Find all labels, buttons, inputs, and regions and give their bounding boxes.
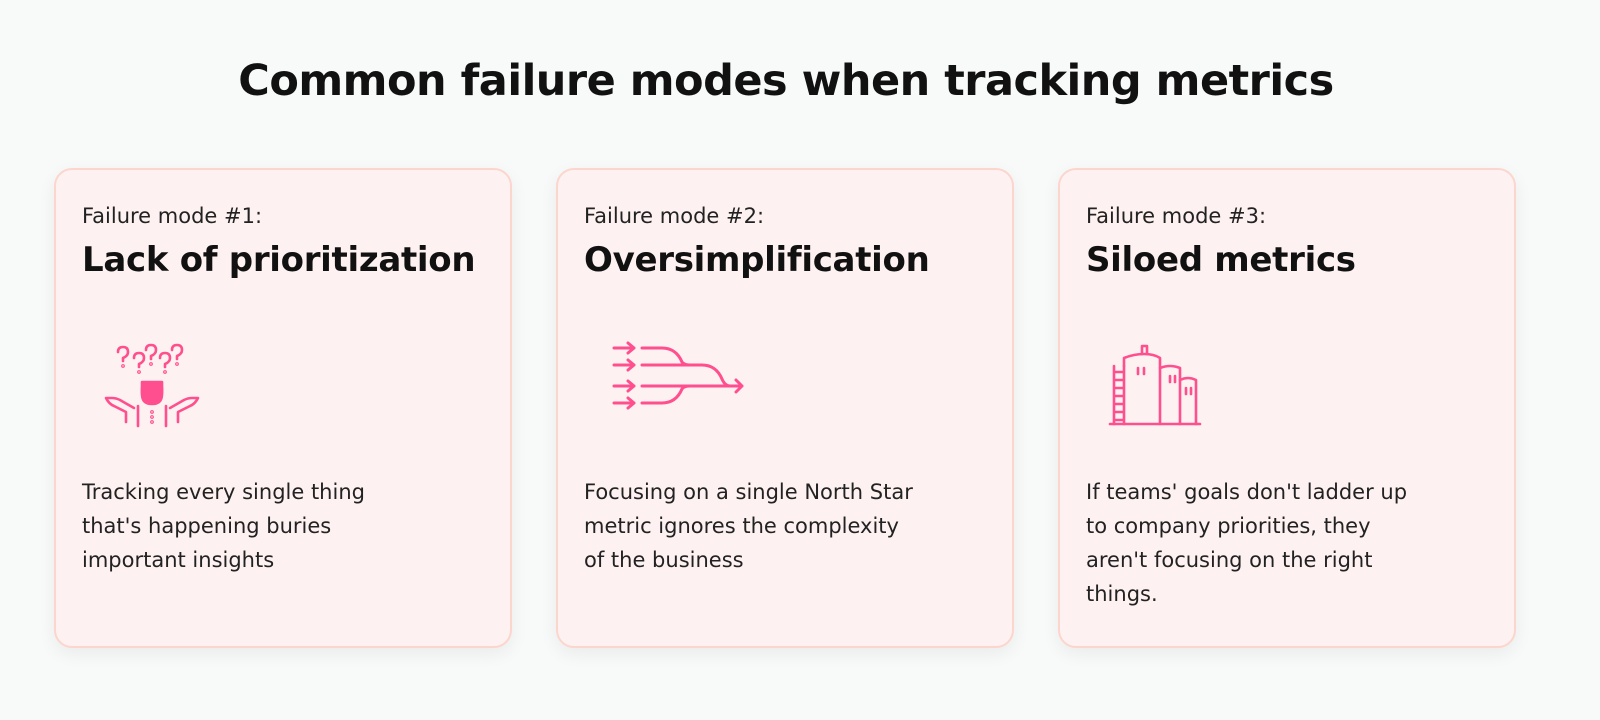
card-heading: Siloed metrics bbox=[1086, 240, 1356, 280]
card-label: Failure mode #3: bbox=[1086, 204, 1267, 228]
merging-arrows-icon bbox=[612, 341, 744, 410]
failure-card-1: Failure mode #1: Lack of prioritization … bbox=[54, 168, 512, 648]
card-heading: Oversimplification bbox=[584, 240, 930, 280]
page-title: Common failure modes when tracking metri… bbox=[238, 56, 1334, 106]
card-body: Focusing on a single North Star metric i… bbox=[584, 480, 913, 572]
failure-card-2: Failure mode #2: Oversimplification Focu… bbox=[556, 168, 1014, 648]
card-label: Failure mode #2: bbox=[584, 204, 765, 228]
card-heading: Lack of prioritization bbox=[82, 240, 476, 280]
silos-icon bbox=[1108, 344, 1202, 426]
failure-card-3: Failure mode #3: Siloed metrics If teams… bbox=[1058, 168, 1516, 648]
card-label: Failure mode #1: bbox=[82, 204, 263, 228]
confused-person-icon bbox=[104, 343, 200, 428]
card-body: Tracking every single thing that's happe… bbox=[82, 480, 365, 572]
card-body: If teams' goals don't ladder up to compa… bbox=[1086, 480, 1408, 606]
